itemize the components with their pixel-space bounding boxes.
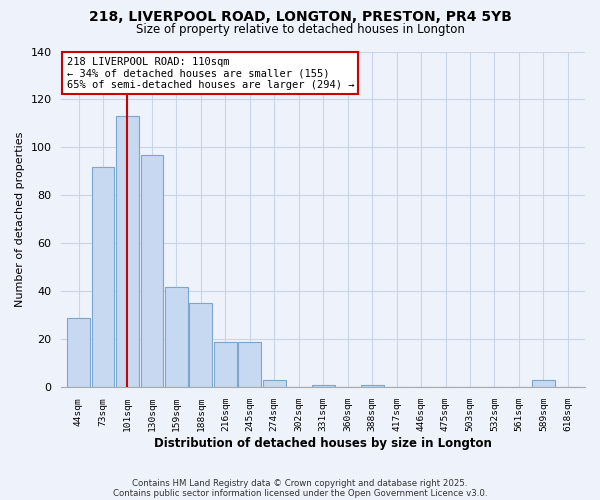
Bar (92, 166, 115, 387)
Text: 218, LIVERPOOL ROAD, LONGTON, PRESTON, PR4 5YB: 218, LIVERPOOL ROAD, LONGTON, PRESTON, P… (89, 10, 511, 24)
Bar (312, 385, 335, 387)
Bar (263, 380, 286, 387)
Text: 218 LIVERPOOL ROAD: 110sqm
← 34% of detached houses are smaller (155)
65% of sem: 218 LIVERPOOL ROAD: 110sqm ← 34% of deta… (67, 56, 354, 90)
Bar (190, 304, 212, 387)
Text: Contains HM Land Registry data © Crown copyright and database right 2025.: Contains HM Land Registry data © Crown c… (132, 478, 468, 488)
Text: Contains public sector information licensed under the Open Government Licence v3: Contains public sector information licen… (113, 488, 487, 498)
Bar (116, 116, 139, 387)
Y-axis label: Number of detached properties: Number of detached properties (15, 132, 25, 307)
Bar (238, 342, 261, 387)
Bar (532, 380, 555, 387)
Bar (165, 286, 188, 387)
Bar (67, 318, 90, 387)
Bar (361, 385, 383, 387)
Bar (140, 154, 163, 387)
Bar (214, 342, 237, 387)
Text: Size of property relative to detached houses in Longton: Size of property relative to detached ho… (136, 22, 464, 36)
X-axis label: Distribution of detached houses by size in Longton: Distribution of detached houses by size … (154, 437, 492, 450)
